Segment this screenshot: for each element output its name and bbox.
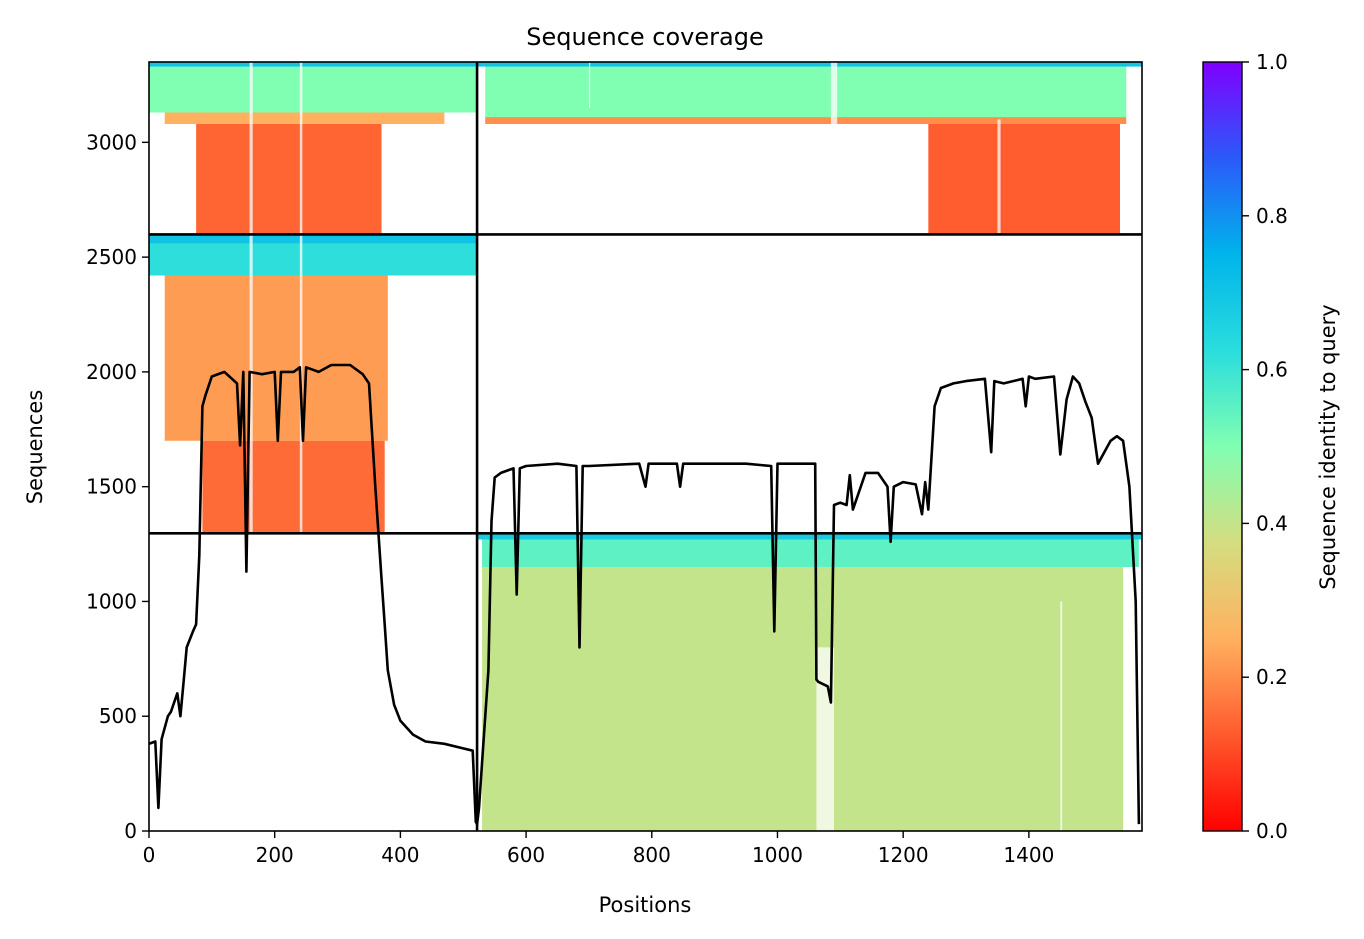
y-axis-ticks: 0 500 1000 1500 2000 2500 3000	[86, 130, 149, 843]
x-tick-label: 600	[507, 843, 545, 867]
plot-frame	[148, 61, 1143, 832]
gap-streak	[299, 62, 303, 534]
block-D-layer-1	[482, 567, 1124, 831]
top-rows-1	[477, 62, 1142, 67]
gap-streak	[830, 62, 838, 147]
y-tick-label: 2000	[86, 360, 137, 384]
x-tick-label: 800	[633, 843, 671, 867]
block-B-layer-2	[928, 123, 1121, 235]
block-A-layer-1	[164, 112, 445, 124]
top-rows-0	[149, 62, 478, 67]
colorbar-tick-label: 0.6	[1256, 358, 1288, 382]
block-B-layer-0	[485, 62, 1127, 118]
colorbar-tick-label: 0.0	[1256, 819, 1288, 843]
colorbar-tick-label: 0.8	[1256, 204, 1288, 228]
colorbar	[1202, 61, 1243, 832]
colorbar-ticks: 0.0 0.2 0.4 0.6 0.8 1.0	[1242, 50, 1288, 843]
y-axis-label: Sequences	[23, 390, 47, 505]
gap-streak	[997, 119, 1001, 235]
colorbar-tick-label: 1.0	[1256, 50, 1288, 74]
top-rows-2	[149, 234, 478, 244]
x-tick-label: 1200	[878, 843, 929, 867]
x-axis-ticks: 0 200 400 600 800 1000 1200 1400	[143, 831, 1054, 867]
chart-title: Sequence coverage	[526, 23, 763, 51]
x-axis-label: Positions	[599, 893, 692, 917]
y-tick-label: 500	[99, 704, 137, 728]
colorbar-tick-label: 0.4	[1256, 511, 1288, 535]
block-boundaries	[149, 62, 1142, 831]
block-C-layer-2	[202, 440, 385, 534]
y-tick-label: 1500	[86, 475, 137, 499]
gap-streak	[249, 62, 253, 534]
coverage-line	[149, 363, 1141, 826]
x-tick-label: 1400	[1003, 843, 1054, 867]
block-A-layer-2	[196, 123, 382, 235]
x-tick-label: 400	[381, 843, 419, 867]
block-A-layer-0	[149, 62, 478, 113]
y-tick-label: 2500	[86, 245, 137, 269]
y-tick-label: 1000	[86, 589, 137, 613]
gap-streak	[1060, 601, 1063, 831]
coverage-heatmap	[149, 62, 1142, 831]
y-tick-label: 3000	[86, 130, 137, 154]
top-rows-3	[477, 533, 1142, 540]
colorbar-label: Sequence identity to query	[1316, 304, 1340, 589]
colorbar-tick-label: 0.2	[1256, 665, 1288, 689]
gap-streak	[588, 62, 591, 108]
x-tick-label: 0	[143, 843, 156, 867]
block-B-layer-1	[485, 117, 1127, 124]
y-tick-label: 0	[124, 819, 137, 843]
x-tick-label: 1000	[752, 843, 803, 867]
x-tick-label: 200	[256, 843, 294, 867]
